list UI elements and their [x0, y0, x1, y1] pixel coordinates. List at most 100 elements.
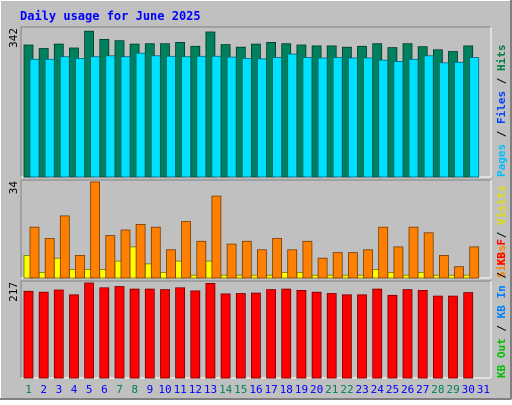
bar-sites-day-21	[332, 252, 343, 279]
bar-kb-f-day-25	[387, 294, 398, 379]
bar-sites-day-28	[438, 254, 449, 279]
bar-sites-day-13	[211, 195, 222, 279]
bar-pages-day-18	[287, 53, 298, 178]
bar-sites-day-1	[29, 226, 40, 279]
bar-sites-day-6	[105, 235, 116, 279]
bar-sites-day-2	[44, 238, 55, 279]
bar-kb-f-day-6	[99, 287, 110, 379]
day-label: 28	[431, 383, 444, 396]
bar-pages-day-23	[363, 57, 373, 178]
bar-sites-day-27	[423, 232, 434, 279]
bar-sites-day-16	[256, 249, 267, 279]
legend-separator: /	[495, 265, 508, 285]
legend-separator: /	[495, 124, 508, 144]
panel-kbytes: 217 KB Out / KB In / KB F	[7, 239, 508, 379]
bar-kb-f-day-24	[372, 288, 383, 379]
day-labels-group: 1 2 3 4 5 6 7 8 9 10 11 12 13 14 15 16 17 18 19 20 21 22 23 24 2…	[25, 383, 490, 396]
day-label: 16	[249, 383, 262, 396]
day-label: 22	[340, 383, 353, 396]
bar-pages-day-13	[211, 55, 222, 178]
bar-kb-f-day-27	[417, 289, 428, 379]
bar-sites-day-11	[181, 221, 192, 279]
day-label: 21	[325, 383, 338, 396]
bar-sites-day-15	[241, 240, 252, 279]
bar-sites-day-12	[196, 240, 207, 279]
bar-pages-day-8	[135, 52, 146, 178]
day-label: 29	[446, 383, 459, 396]
panel-max-label: 34	[7, 181, 20, 195]
bar-sites-day-18	[287, 249, 298, 279]
panel-hits: 342 Pages / Files / Hits	[7, 26, 508, 178]
bar-kb-f-day-23	[357, 294, 367, 379]
bar-kb-f-day-15	[235, 293, 246, 379]
bar-sites-day-22	[347, 252, 358, 279]
bar-kb-f-day-18	[281, 288, 292, 379]
day-label: 17	[265, 383, 278, 396]
bar-pages-day-2	[44, 58, 55, 178]
bar-sites-day-4	[75, 254, 85, 279]
day-label: 1	[25, 383, 32, 396]
legend-item: Pages	[495, 144, 508, 177]
bar-kb-f-day-2	[38, 291, 49, 379]
day-label: 19	[295, 383, 308, 396]
legend-item: KB In	[495, 285, 508, 318]
bar-kb-f-day-19	[296, 289, 307, 379]
bar-kb-f-day-20	[311, 291, 322, 379]
bar-kb-f-day-3	[53, 289, 64, 379]
bar-pages-day-26	[408, 58, 419, 178]
day-label: 4	[71, 383, 78, 396]
legend-separator: /	[495, 71, 508, 91]
day-label: 26	[401, 383, 414, 396]
bar-kb-f-day-16	[250, 292, 261, 379]
legend-separator: /	[495, 225, 508, 245]
day-label: 12	[189, 383, 202, 396]
panel-max-label: 342	[7, 28, 20, 48]
bar-pages-day-20	[317, 57, 328, 178]
bar-pages-day-22	[347, 57, 358, 178]
bar-pages-day-25	[393, 61, 404, 178]
bar-kb-f-day-14	[220, 293, 231, 379]
bar-kb-f-day-21	[326, 293, 337, 379]
bar-pages-day-27	[423, 55, 434, 178]
legend-item: Visits	[495, 185, 508, 225]
bar-pages-day-28	[438, 62, 449, 178]
bar-pages-day-21	[332, 57, 343, 178]
day-label: 14	[219, 383, 233, 396]
legend-item: KB F	[495, 239, 508, 266]
day-label: 20	[310, 383, 323, 396]
bar-pages-day-15	[241, 58, 252, 178]
bar-pages-day-16	[256, 58, 267, 178]
panel-max-label: 217	[7, 282, 20, 302]
bar-kb-f-day-12	[190, 290, 201, 379]
legend-item: Hits	[495, 45, 508, 72]
bar-sites-day-9	[150, 226, 161, 279]
bar-pages-day-30	[469, 57, 480, 178]
day-label: 13	[204, 383, 217, 396]
panel-visits: 34 Sites / Visits	[7, 179, 508, 279]
bar-pages-day-6	[105, 55, 116, 178]
bar-pages-day-11	[181, 56, 192, 178]
day-label: 5	[86, 383, 93, 396]
bar-kb-f-day-4	[69, 294, 79, 379]
bar-pages-day-1	[29, 58, 40, 178]
panel-side-legend: Pages / Files / Hits	[495, 45, 508, 178]
bar-sites-day-25	[393, 246, 404, 279]
bar-kb-f-day-10	[160, 289, 170, 379]
bar-pages-day-14	[226, 56, 237, 178]
panel-side-legend: Sites / Visits	[495, 185, 508, 278]
bar-pages-day-5	[90, 56, 100, 178]
legend-item: Sites	[495, 245, 508, 278]
bar-kb-f-day-17	[266, 289, 277, 379]
bar-pages-day-4	[75, 58, 85, 178]
chart-title: Daily usage for June 2025	[20, 9, 201, 23]
bar-sites-day-3	[59, 215, 70, 279]
day-label: 2	[40, 383, 47, 396]
bar-sites-day-17	[272, 238, 283, 279]
bar-pages-day-19	[302, 57, 313, 178]
bar-kb-f-day-11	[175, 287, 186, 379]
bar-kb-f-day-30	[463, 292, 474, 379]
bar-sites-day-7	[120, 229, 131, 279]
bar-pages-day-17	[272, 57, 283, 178]
day-label: 3	[56, 383, 63, 396]
